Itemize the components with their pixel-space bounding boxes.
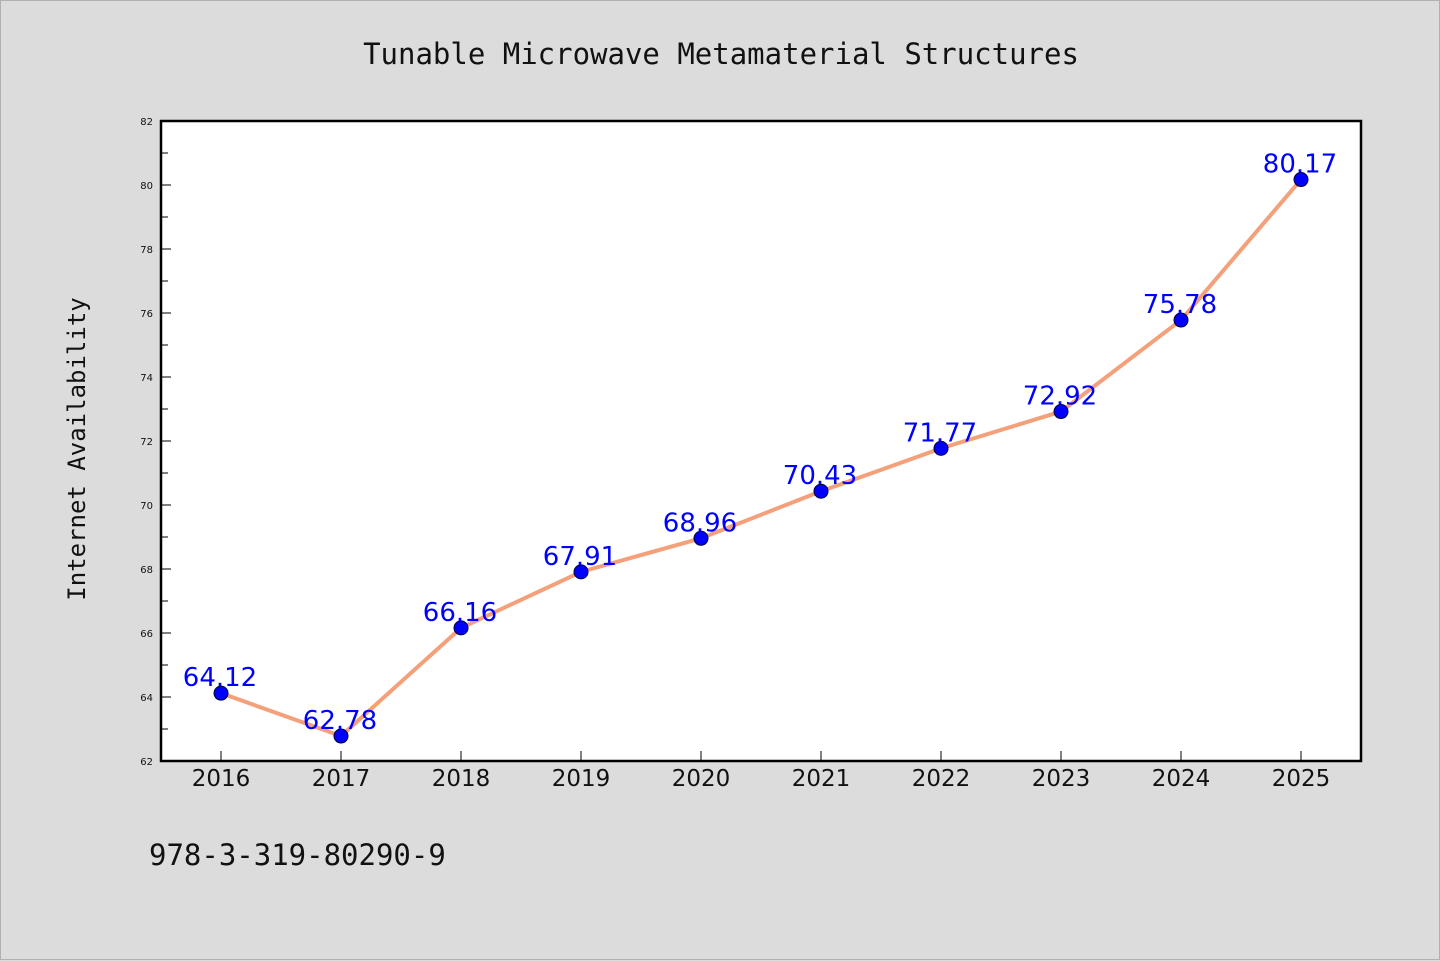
x-tick-label: 2022	[912, 766, 971, 792]
x-tick-label: 2020	[672, 766, 731, 792]
x-tick-label: 2019	[552, 766, 611, 792]
y-tick-label: 76	[140, 309, 153, 320]
y-tick-label: 62	[140, 757, 153, 768]
y-tick-label: 74	[140, 373, 153, 384]
y-axis: 62 64 66 68 70 72 74 76 78 80 82	[140, 117, 171, 768]
data-point	[693, 530, 709, 546]
data-point	[573, 564, 589, 580]
footer-identifier: 978-3-319-80290-9	[149, 838, 446, 872]
chart-title: Tunable Microwave Metamaterial Structure…	[363, 37, 1079, 71]
data-point	[333, 728, 349, 744]
plot-area	[159, 119, 1363, 763]
y-tick-label: 82	[140, 117, 153, 128]
x-tick-label: 2018	[432, 766, 491, 792]
data-label: 66.16	[423, 598, 497, 628]
y-tick-label: 68	[140, 565, 153, 576]
x-tick-label: 2024	[1152, 766, 1211, 792]
data-label: 62.78	[303, 706, 377, 736]
data-label: 70.43	[783, 461, 857, 491]
y-tick-label: 64	[140, 693, 153, 704]
data-point	[1293, 172, 1309, 188]
data-point	[813, 483, 829, 499]
y-tick-label: 78	[140, 245, 153, 256]
x-tick-label: 2017	[312, 766, 371, 792]
data-label: 68.96	[663, 508, 737, 538]
data-label: 75.78	[1143, 290, 1217, 320]
data-label: 80.17	[1263, 150, 1337, 180]
data-label: 71.77	[903, 418, 977, 448]
data-label: 64.12	[183, 663, 257, 693]
y-tick-label: 80	[140, 181, 153, 192]
series-line-group	[219, 177, 1303, 739]
data-label: 72.92	[1023, 382, 1097, 412]
data-point	[453, 620, 469, 636]
x-tick-label: 2025	[1272, 766, 1331, 792]
y-tick-label: 70	[140, 501, 153, 512]
data-label-group: 64.12 62.78 66.16 67.91 68.96 70.43 71.77 72.92…	[183, 150, 1337, 736]
series-line	[219, 177, 1303, 739]
data-point	[213, 685, 229, 701]
marker-group	[213, 172, 1309, 744]
data-point	[1053, 404, 1069, 420]
x-tick-label: 2016	[192, 766, 251, 792]
x-axis: 2016 2017 2018 2019 2020 2021 2022 2023 2024 2025	[192, 751, 1331, 792]
data-point	[1173, 312, 1189, 328]
x-tick-label: 2021	[792, 766, 851, 792]
data-point	[933, 440, 949, 456]
x-tick-label: 2023	[1032, 766, 1091, 792]
y-axis-label: Internet Availability	[63, 297, 91, 600]
data-label: 67.91	[543, 542, 617, 572]
y-tick-label: 66	[140, 629, 153, 640]
y-tick-label: 72	[140, 437, 153, 448]
